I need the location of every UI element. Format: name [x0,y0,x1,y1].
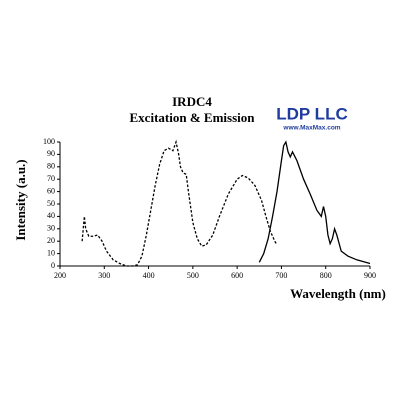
x-axis-label: Wavelength (nm) [290,286,386,301]
x-tick-label: 200 [54,271,66,280]
chart-title: IRDC4 [172,94,212,109]
y-tick-label: 30 [47,224,55,233]
y-tick-label: 60 [47,186,55,195]
series-line [258,140,371,265]
x-tick-label: 900 [364,271,376,280]
brand: LDP LLC [276,104,347,123]
website: www.MaxMax.com [282,125,340,132]
y-tick-label: 70 [47,174,55,183]
x-tick-label: 700 [275,271,287,280]
x-tick-label: 600 [231,271,243,280]
x-tick-label: 800 [320,271,332,280]
x-tick-label: 400 [143,271,155,280]
y-tick-label: 10 [47,248,55,257]
y-axis-label: Intensity (a.u.) [13,159,28,240]
chart-subtitle: Excitation & Emission [130,110,256,125]
y-tick-label: 0 [51,261,55,270]
y-tick-label: 100 [43,137,55,146]
x-tick-label: 300 [98,271,110,280]
y-tick-label: 80 [47,162,55,171]
y-tick-label: 20 [47,236,55,245]
y-tick-label: 90 [47,149,55,158]
series-line [81,139,278,267]
x-tick-label: 500 [187,271,199,280]
y-tick-label: 50 [47,199,55,208]
y-tick-label: 40 [47,211,55,220]
